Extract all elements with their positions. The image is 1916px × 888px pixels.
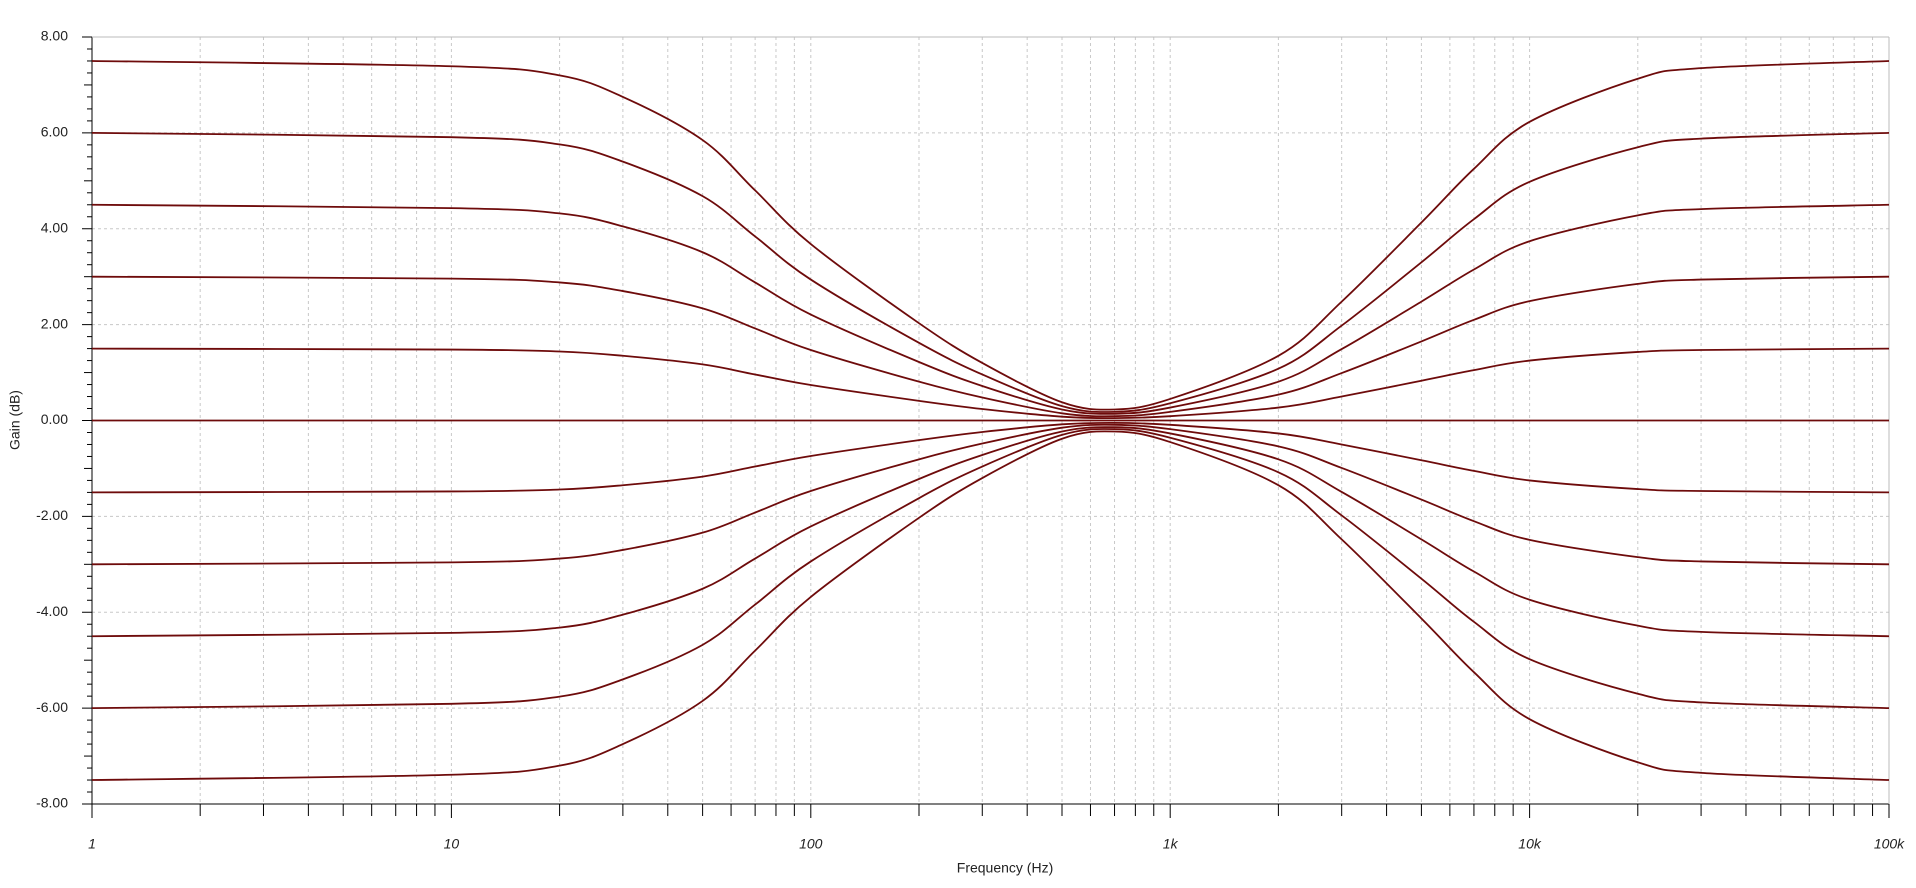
series-line [91, 426, 1890, 638]
y-tick-label: 4.00 [41, 219, 68, 235]
y-tick-label: 8.00 [41, 28, 68, 44]
y-tick-label: -8.00 [36, 795, 68, 811]
y-tick-label: -6.00 [36, 699, 68, 715]
series-line [91, 203, 1890, 415]
series-line [91, 421, 1890, 494]
y-tick-label: 0.00 [41, 411, 68, 427]
series-line [91, 423, 1890, 566]
x-tick-label: 1k [1163, 836, 1179, 852]
series-line [91, 347, 1890, 420]
series-line [91, 428, 1890, 710]
x-tick-label: 100 [799, 836, 823, 852]
x-tick-label: 100k [1874, 836, 1905, 852]
x-tick-label: 10 [444, 836, 460, 852]
series-line [91, 275, 1890, 418]
x-axis-label: Frequency (Hz) [957, 860, 1053, 876]
series-line [91, 131, 1890, 413]
series-line [91, 430, 1890, 781]
y-tick-label: 6.00 [41, 124, 68, 140]
y-axis-label: Gain (dB) [7, 390, 23, 450]
x-tick-label: 10k [1518, 836, 1542, 852]
x-tick-label: 1 [88, 836, 96, 852]
series-line [91, 60, 1890, 411]
y-tick-label: -4.00 [36, 603, 68, 619]
y-tick-label: -2.00 [36, 507, 68, 523]
y-tick-label: 2.00 [41, 315, 68, 331]
